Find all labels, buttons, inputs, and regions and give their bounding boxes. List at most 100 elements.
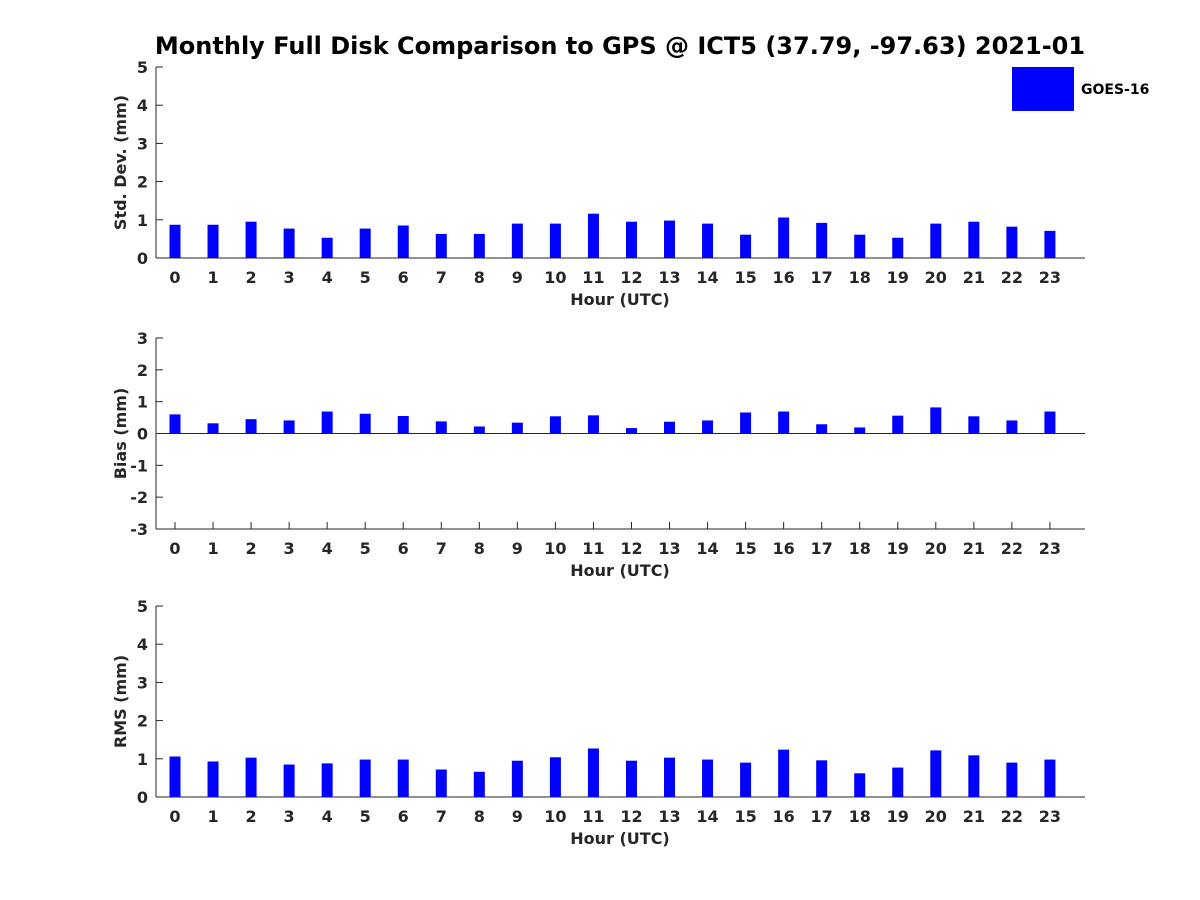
- y-tick-label: 4: [137, 96, 148, 115]
- bar: [816, 424, 828, 434]
- x-tick-label: 14: [696, 268, 718, 287]
- bar: [321, 237, 333, 258]
- y-tick-label: 1: [137, 393, 148, 412]
- x-tick-label: 21: [963, 539, 985, 558]
- x-tick-label: 21: [963, 807, 985, 826]
- bar: [778, 411, 790, 434]
- y-tick-label: 5: [137, 58, 148, 77]
- y-tick-label: 3: [137, 329, 148, 348]
- bar: [549, 416, 561, 434]
- x-axis-label: Hour (UTC): [570, 561, 670, 580]
- bar: [283, 764, 295, 797]
- x-tick-label: 3: [284, 539, 295, 558]
- x-tick-label: 11: [582, 807, 604, 826]
- y-tick-label: -3: [130, 520, 148, 539]
- x-tick-label: 17: [811, 539, 833, 558]
- bar: [664, 421, 676, 434]
- bar: [549, 223, 561, 258]
- bar: [169, 414, 181, 434]
- bar: [511, 223, 523, 258]
- bar: [245, 221, 257, 258]
- y-axis-label: Std. Dev. (mm): [111, 95, 130, 230]
- bar: [283, 420, 295, 434]
- x-tick-label: 0: [169, 539, 180, 558]
- x-tick-label: 11: [582, 539, 604, 558]
- x-tick-label: 4: [322, 807, 333, 826]
- bar: [968, 755, 980, 797]
- bar: [740, 762, 752, 797]
- x-tick-label: 17: [811, 807, 833, 826]
- bar: [473, 771, 485, 797]
- x-tick-label: 13: [658, 807, 680, 826]
- x-tick-label: 7: [436, 268, 447, 287]
- x-tick-label: 6: [398, 539, 409, 558]
- x-tick-label: 6: [398, 807, 409, 826]
- legend-label: GOES-16: [1081, 82, 1149, 98]
- x-tick-label: 4: [322, 539, 333, 558]
- bar: [702, 420, 714, 434]
- x-tick-label: 15: [734, 807, 756, 826]
- bar: [321, 763, 333, 797]
- x-tick-label: 18: [849, 807, 871, 826]
- x-tick-label: 0: [169, 807, 180, 826]
- y-tick-label: 2: [137, 712, 148, 731]
- bar: [397, 415, 409, 434]
- legend: GOES-16: [1012, 67, 1149, 111]
- bar: [1006, 762, 1018, 797]
- bar: [664, 757, 676, 797]
- bar: [283, 228, 295, 258]
- bar: [359, 759, 371, 797]
- bar: [435, 421, 447, 434]
- x-tick-label: 2: [246, 807, 257, 826]
- bar: [778, 749, 790, 797]
- x-tick-label: 8: [474, 807, 485, 826]
- y-tick-label: -2: [130, 488, 148, 507]
- bar: [930, 407, 942, 434]
- bar: [968, 221, 980, 258]
- x-tick-label: 1: [207, 539, 218, 558]
- bar: [892, 415, 904, 434]
- bar: [740, 234, 752, 258]
- bar: [511, 760, 523, 797]
- bar: [245, 757, 257, 797]
- x-tick-label: 0: [169, 268, 180, 287]
- bar: [664, 220, 676, 258]
- bar: [207, 423, 219, 434]
- bar: [473, 233, 485, 258]
- y-tick-label: 5: [137, 597, 148, 616]
- x-tick-label: 18: [849, 539, 871, 558]
- bar: [359, 413, 371, 434]
- x-tick-label: 16: [773, 807, 795, 826]
- bar: [169, 224, 181, 258]
- bar: [625, 760, 637, 797]
- x-tick-label: 13: [658, 539, 680, 558]
- x-tick-label: 1: [207, 807, 218, 826]
- bar: [245, 419, 257, 434]
- y-tick-label: 2: [137, 361, 148, 380]
- x-tick-label: 2: [246, 539, 257, 558]
- x-tick-label: 4: [322, 268, 333, 287]
- legend-swatch: [1012, 67, 1074, 111]
- bar: [321, 411, 333, 434]
- x-tick-label: 19: [887, 268, 909, 287]
- bar: [435, 233, 447, 258]
- y-tick-label: 0: [137, 249, 148, 268]
- bar: [968, 416, 980, 434]
- bar: [587, 748, 599, 797]
- bar: [930, 750, 942, 797]
- bar: [587, 213, 599, 258]
- bar: [778, 217, 790, 258]
- x-tick-label: 18: [849, 268, 871, 287]
- x-tick-label: 21: [963, 268, 985, 287]
- x-tick-label: 8: [474, 268, 485, 287]
- x-tick-label: 14: [696, 807, 718, 826]
- x-axis-label: Hour (UTC): [570, 290, 670, 309]
- y-axis-label: Bias (mm): [111, 388, 130, 480]
- x-tick-label: 12: [620, 807, 642, 826]
- x-tick-label: 10: [544, 268, 566, 287]
- bar: [207, 761, 219, 797]
- x-tick-label: 9: [512, 807, 523, 826]
- x-tick-label: 3: [284, 807, 295, 826]
